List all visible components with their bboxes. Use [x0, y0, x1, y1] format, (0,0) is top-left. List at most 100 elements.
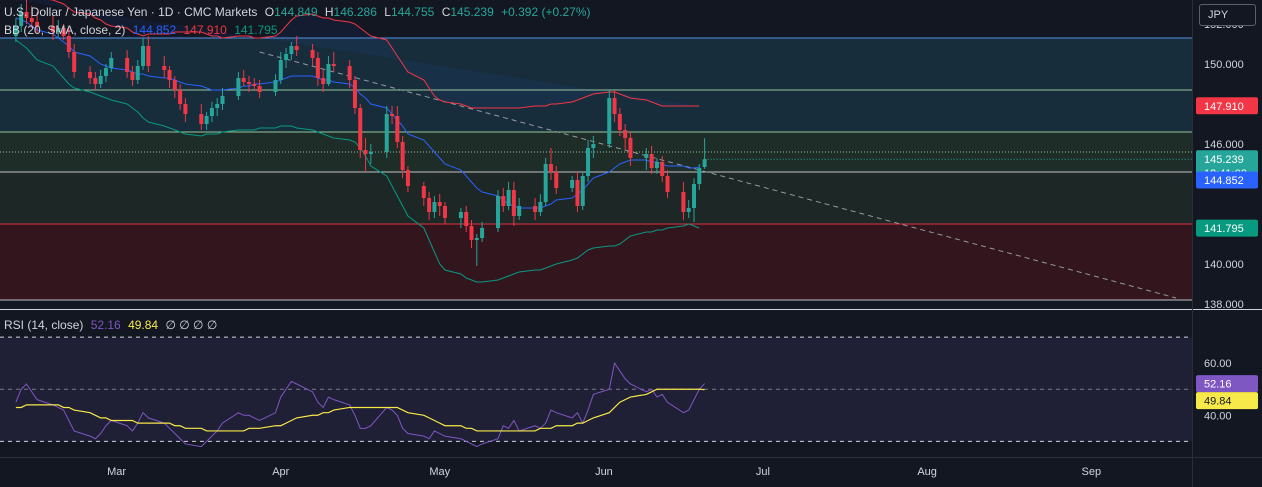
- badge-bb-lower: 141.795: [1204, 223, 1244, 235]
- candle-body: [236, 78, 241, 96]
- rsi-value: 52.16: [90, 318, 121, 332]
- candle-body: [427, 198, 432, 212]
- candle-body: [50, 26, 55, 32]
- price-zone-1: [0, 132, 1192, 172]
- candle-body: [469, 226, 474, 240]
- candle-body: [681, 192, 686, 212]
- candle-body: [400, 142, 405, 170]
- candle-body: [697, 168, 702, 184]
- candle-body: [125, 58, 130, 72]
- candle-body: [294, 46, 299, 50]
- bollinger-upper-line: [15, 0, 700, 109]
- high-value: 146.286: [333, 5, 377, 19]
- candle-body: [321, 78, 326, 84]
- bollinger-lower-line: [15, 39, 700, 283]
- candle-body: [257, 86, 262, 92]
- candle-body: [432, 202, 437, 212]
- bollinger-upper-value: 147.910: [183, 23, 227, 37]
- candle-body: [628, 138, 633, 158]
- candle-body: [390, 114, 395, 116]
- symbol-legend[interactable]: U.S. Dollar / Japanese Yen · 1D · CMC Ma…: [4, 5, 595, 19]
- low-value: 144.755: [390, 5, 435, 19]
- candle-body: [623, 130, 628, 138]
- close-label: C: [441, 5, 451, 19]
- rsi-tick-label: 60.00: [1204, 358, 1232, 370]
- candle-body: [246, 82, 251, 84]
- rsi-tick-label: 40.00: [1204, 410, 1232, 422]
- time-tick-label: Aug: [917, 466, 937, 478]
- candle-body: [644, 154, 649, 158]
- candle-body: [24, 12, 29, 18]
- candle-body: [458, 212, 463, 218]
- rsi-label[interactable]: RSI (14, close): [4, 318, 84, 332]
- bollinger-label[interactable]: BB (20, SMA, close, 2): [4, 23, 126, 37]
- candle-body: [289, 46, 294, 54]
- candle-body: [580, 176, 585, 206]
- candle-body: [692, 184, 697, 208]
- candle-body: [141, 46, 146, 66]
- price-tick-label: 146.000: [1204, 139, 1244, 151]
- candle-body: [310, 50, 315, 58]
- candle-body: [649, 154, 654, 168]
- candle-body: [612, 98, 617, 114]
- candle-body: [209, 108, 214, 116]
- candle-body: [358, 108, 363, 150]
- high-label: H: [324, 5, 334, 19]
- candle-body: [135, 66, 140, 80]
- price-pane[interactable]: [0, 0, 1192, 301]
- rsi-pane[interactable]: [0, 336, 1192, 448]
- candle-body: [172, 80, 177, 90]
- candle-body: [543, 164, 548, 202]
- bollinger-basis-value: 144.852: [132, 23, 177, 37]
- rsi-legend[interactable]: RSI (14, close) 52.16 49.84 ∅ ∅ ∅ ∅: [4, 318, 221, 332]
- rsi-ma-line: [15, 388, 705, 432]
- candle-body: [220, 96, 225, 104]
- time-tick-label: Apr: [272, 466, 289, 478]
- bollinger-legend[interactable]: BB (20, SMA, close, 2) 144.852 147.910 1…: [4, 23, 282, 37]
- candle-body: [384, 114, 389, 152]
- candle-body: [474, 238, 479, 240]
- price-tick-label: 138.000: [1204, 299, 1244, 311]
- candle-body: [72, 52, 77, 72]
- candle-body: [506, 190, 511, 206]
- price-tick-label: 140.000: [1204, 259, 1244, 271]
- change-value: +0.392 (+0.27%): [501, 5, 591, 19]
- candle-body: [702, 159, 707, 168]
- time-tick-label: Mar: [107, 466, 126, 478]
- candle-body: [29, 18, 34, 22]
- candle-body: [93, 78, 98, 84]
- price-zone-3: [0, 224, 1192, 300]
- candle-body: [352, 80, 357, 108]
- currency-button[interactable]: JPY: [1199, 4, 1256, 26]
- candle-body: [278, 60, 283, 80]
- candle-body: [273, 80, 278, 92]
- candle-body: [167, 70, 172, 80]
- candle-body: [35, 22, 40, 26]
- candle-body: [215, 104, 220, 108]
- candle-body: [88, 72, 93, 78]
- candle-body: [204, 116, 209, 124]
- price-badges: 147.910145.23912:41:03144.852141.79552.1…: [1196, 97, 1258, 410]
- candle-body: [13, 26, 18, 36]
- time-tick-label: Jul: [756, 466, 770, 478]
- bollinger-lower-value: 141.795: [234, 23, 278, 37]
- candle-body: [241, 78, 246, 82]
- candle-body: [538, 202, 543, 212]
- candle-body: [368, 152, 373, 154]
- candle-body: [591, 144, 596, 148]
- candle-body: [56, 28, 61, 32]
- candle-body: [19, 12, 24, 26]
- candle-body: [162, 66, 167, 70]
- open-label: O: [264, 5, 275, 19]
- symbol-title[interactable]: U.S. Dollar / Japanese Yen · 1D · CMC Ma…: [4, 5, 258, 19]
- candle-body: [315, 58, 320, 78]
- price-zone-2: [0, 172, 1192, 224]
- candle-body: [284, 54, 289, 60]
- candle-body: [686, 208, 691, 212]
- low-label: L: [384, 5, 391, 19]
- candle-body: [326, 64, 331, 84]
- candle-body: [570, 180, 575, 188]
- candle-body: [495, 196, 500, 228]
